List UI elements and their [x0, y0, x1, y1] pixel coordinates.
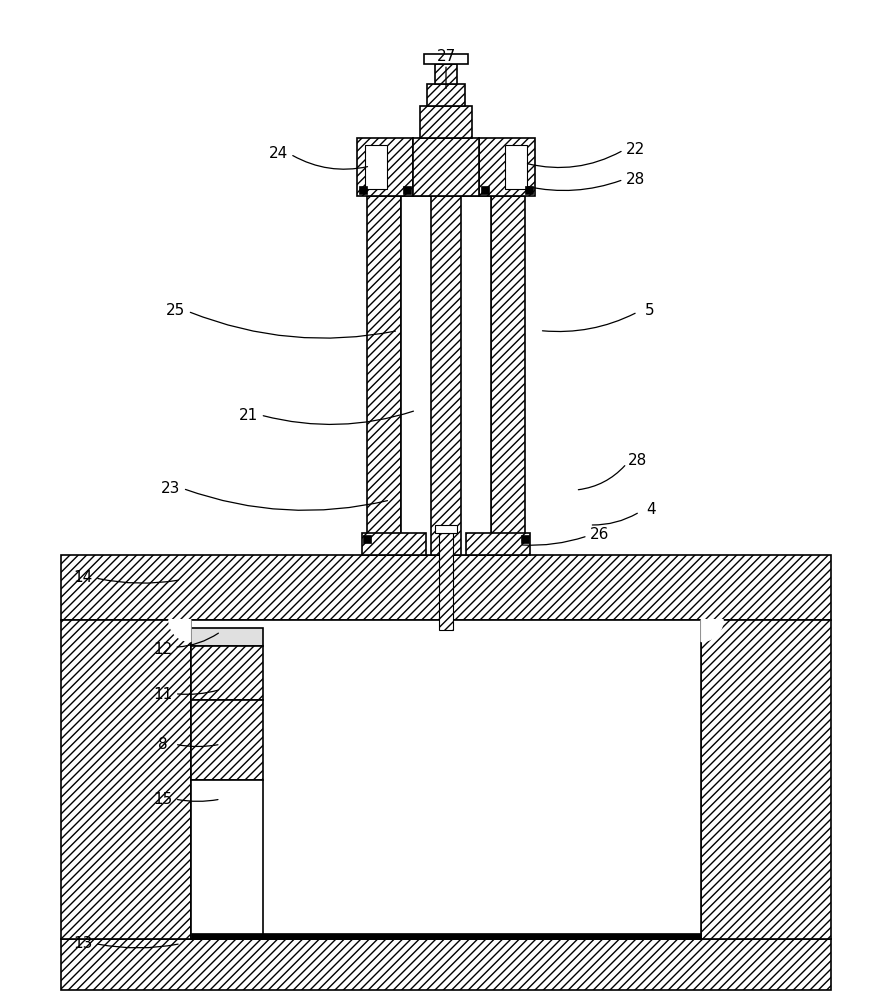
Polygon shape	[169, 620, 191, 642]
Bar	[427, 84, 465, 106]
Text: 11: 11	[153, 687, 172, 702]
Text: 24: 24	[268, 146, 288, 161]
Bar	[505, 145, 527, 189]
Bar	[403, 186, 411, 194]
Bar	[363, 535, 371, 543]
Bar	[439, 533, 453, 630]
Text: 4: 4	[647, 502, 657, 517]
Bar	[431, 196, 461, 555]
Bar	[401, 196, 491, 555]
Text: 14: 14	[73, 570, 93, 585]
Bar	[62, 939, 830, 990]
Text: 5: 5	[645, 303, 654, 318]
Bar	[435, 64, 457, 84]
Text: 13: 13	[73, 936, 93, 951]
Bar	[491, 196, 524, 555]
Bar	[524, 186, 533, 194]
Bar	[701, 620, 830, 939]
Text: 27: 27	[436, 49, 456, 64]
Bar	[358, 138, 413, 196]
Text: 15: 15	[153, 792, 172, 807]
Bar	[191, 933, 701, 939]
Bar	[359, 186, 368, 194]
Bar	[191, 700, 262, 780]
Polygon shape	[701, 620, 723, 642]
Bar	[191, 780, 262, 939]
Bar	[424, 54, 468, 64]
Bar	[191, 620, 701, 939]
Text: 8: 8	[158, 737, 168, 752]
Bar	[365, 145, 387, 189]
Text: 26: 26	[590, 527, 609, 542]
Bar	[435, 525, 457, 533]
Bar	[413, 138, 479, 196]
Bar	[362, 533, 426, 555]
Bar	[420, 106, 472, 138]
Bar	[62, 620, 191, 939]
Text: 28: 28	[626, 172, 645, 187]
Bar	[466, 533, 530, 555]
Bar	[479, 138, 534, 196]
Bar	[191, 646, 262, 700]
Bar	[62, 555, 830, 620]
Bar	[481, 186, 489, 194]
Bar	[521, 535, 529, 543]
Text: 23: 23	[161, 481, 180, 496]
Text: 12: 12	[153, 642, 172, 657]
Bar	[191, 628, 262, 646]
Bar	[368, 196, 401, 555]
Text: 28: 28	[628, 453, 647, 468]
Text: 22: 22	[626, 142, 645, 157]
Text: 25: 25	[166, 303, 186, 318]
Text: 21: 21	[239, 408, 259, 423]
